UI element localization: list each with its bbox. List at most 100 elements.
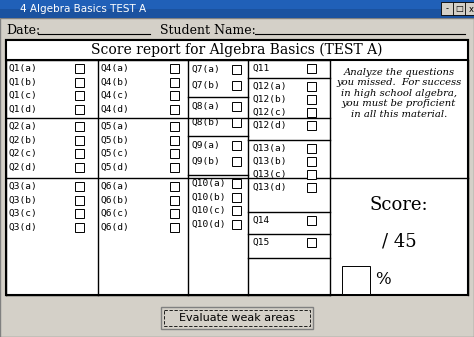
- Bar: [307, 82, 316, 91]
- Text: / 45: / 45: [382, 233, 416, 251]
- Text: Q5(b): Q5(b): [101, 135, 130, 145]
- Bar: [307, 64, 316, 73]
- Text: Q4(a): Q4(a): [101, 64, 130, 73]
- Text: Q7(b): Q7(b): [192, 81, 221, 90]
- Text: Q4(c): Q4(c): [101, 91, 130, 100]
- Text: Q1(c): Q1(c): [9, 91, 38, 100]
- Text: x: x: [468, 4, 474, 13]
- Text: Q10(d): Q10(d): [192, 219, 227, 228]
- Bar: [75, 64, 84, 73]
- Bar: [465, 2, 474, 15]
- Bar: [307, 95, 316, 104]
- Bar: [170, 222, 179, 232]
- Text: -: -: [446, 4, 448, 13]
- Bar: [75, 78, 84, 87]
- Text: 4 Algebra Basics TEST A: 4 Algebra Basics TEST A: [20, 4, 146, 14]
- Text: Q3(b): Q3(b): [9, 195, 38, 205]
- Bar: [75, 162, 84, 172]
- Bar: [75, 104, 84, 114]
- Text: Q2(c): Q2(c): [9, 149, 38, 158]
- Text: Date:: Date:: [6, 24, 40, 36]
- Bar: [441, 2, 454, 15]
- Text: Q1(b): Q1(b): [9, 78, 38, 87]
- Bar: [232, 206, 241, 215]
- Text: Q5(c): Q5(c): [101, 149, 130, 158]
- Text: Q2(b): Q2(b): [9, 135, 38, 145]
- Bar: [0, 0, 474, 9]
- Text: Evaluate weak areas: Evaluate weak areas: [179, 313, 295, 323]
- Text: Q3(a): Q3(a): [9, 182, 38, 191]
- Text: Q12(c): Q12(c): [253, 108, 288, 117]
- Bar: [75, 222, 84, 232]
- Bar: [170, 209, 179, 218]
- Text: Q4(d): Q4(d): [101, 104, 130, 114]
- Text: Q8(a): Q8(a): [192, 102, 221, 111]
- Bar: [307, 121, 316, 130]
- Bar: [232, 219, 241, 228]
- Bar: [170, 162, 179, 172]
- Text: Analyze the questions
you missed.  For success
in high school algebra,
you must : Analyze the questions you missed. For su…: [337, 68, 462, 119]
- Text: Q2(a): Q2(a): [9, 122, 38, 131]
- Bar: [232, 141, 241, 150]
- Bar: [75, 182, 84, 191]
- Text: Q10(c): Q10(c): [192, 206, 227, 215]
- Text: Q1(a): Q1(a): [9, 64, 38, 73]
- Text: Q6(d): Q6(d): [101, 222, 130, 232]
- Bar: [170, 135, 179, 145]
- Text: Q5(a): Q5(a): [101, 122, 130, 131]
- Bar: [75, 209, 84, 218]
- Text: Q6(c): Q6(c): [101, 209, 130, 218]
- Bar: [307, 216, 316, 225]
- Bar: [0, 0, 474, 18]
- Bar: [453, 2, 466, 15]
- Text: Q15: Q15: [253, 238, 270, 247]
- Text: Q13(c): Q13(c): [253, 170, 288, 179]
- Bar: [342, 266, 370, 294]
- Bar: [170, 104, 179, 114]
- Text: Q13(d): Q13(d): [253, 183, 288, 192]
- Text: Q1(d): Q1(d): [9, 104, 38, 114]
- Text: Q2(d): Q2(d): [9, 162, 38, 172]
- Text: Q13(b): Q13(b): [253, 157, 288, 166]
- Text: Q14: Q14: [253, 216, 270, 225]
- Text: Q13(a): Q13(a): [253, 144, 288, 153]
- Bar: [170, 91, 179, 100]
- Bar: [170, 195, 179, 205]
- Text: Q12(d): Q12(d): [253, 121, 288, 130]
- Text: Q6(a): Q6(a): [101, 182, 130, 191]
- Bar: [170, 64, 179, 73]
- Bar: [170, 149, 179, 158]
- Bar: [75, 135, 84, 145]
- Text: Q6(b): Q6(b): [101, 195, 130, 205]
- Text: Q12(b): Q12(b): [253, 95, 288, 104]
- Text: Q7(a): Q7(a): [192, 65, 221, 74]
- Text: Q4(b): Q4(b): [101, 78, 130, 87]
- Bar: [232, 192, 241, 202]
- Bar: [307, 183, 316, 192]
- Text: Q5(d): Q5(d): [101, 162, 130, 172]
- Bar: [170, 78, 179, 87]
- Text: Q10(a): Q10(a): [192, 179, 227, 188]
- Bar: [232, 157, 241, 166]
- Text: Q11: Q11: [253, 64, 270, 73]
- Text: Q3(c): Q3(c): [9, 209, 38, 218]
- Bar: [307, 144, 316, 153]
- Text: □: □: [455, 4, 463, 13]
- Bar: [307, 170, 316, 179]
- Bar: [6, 40, 468, 295]
- Text: %: %: [375, 272, 391, 288]
- Bar: [6, 40, 468, 60]
- Bar: [307, 157, 316, 166]
- Bar: [170, 182, 179, 191]
- Bar: [161, 307, 313, 329]
- Bar: [75, 122, 84, 131]
- Text: Q9(a): Q9(a): [192, 141, 221, 150]
- Text: Q3(d): Q3(d): [9, 222, 38, 232]
- Text: Q8(b): Q8(b): [192, 118, 221, 127]
- Bar: [307, 238, 316, 247]
- Text: Student Name:: Student Name:: [160, 24, 256, 36]
- Bar: [164, 310, 310, 326]
- Bar: [232, 65, 241, 74]
- Bar: [307, 108, 316, 117]
- Text: Score report for Algebra Basics (TEST A): Score report for Algebra Basics (TEST A): [91, 43, 383, 57]
